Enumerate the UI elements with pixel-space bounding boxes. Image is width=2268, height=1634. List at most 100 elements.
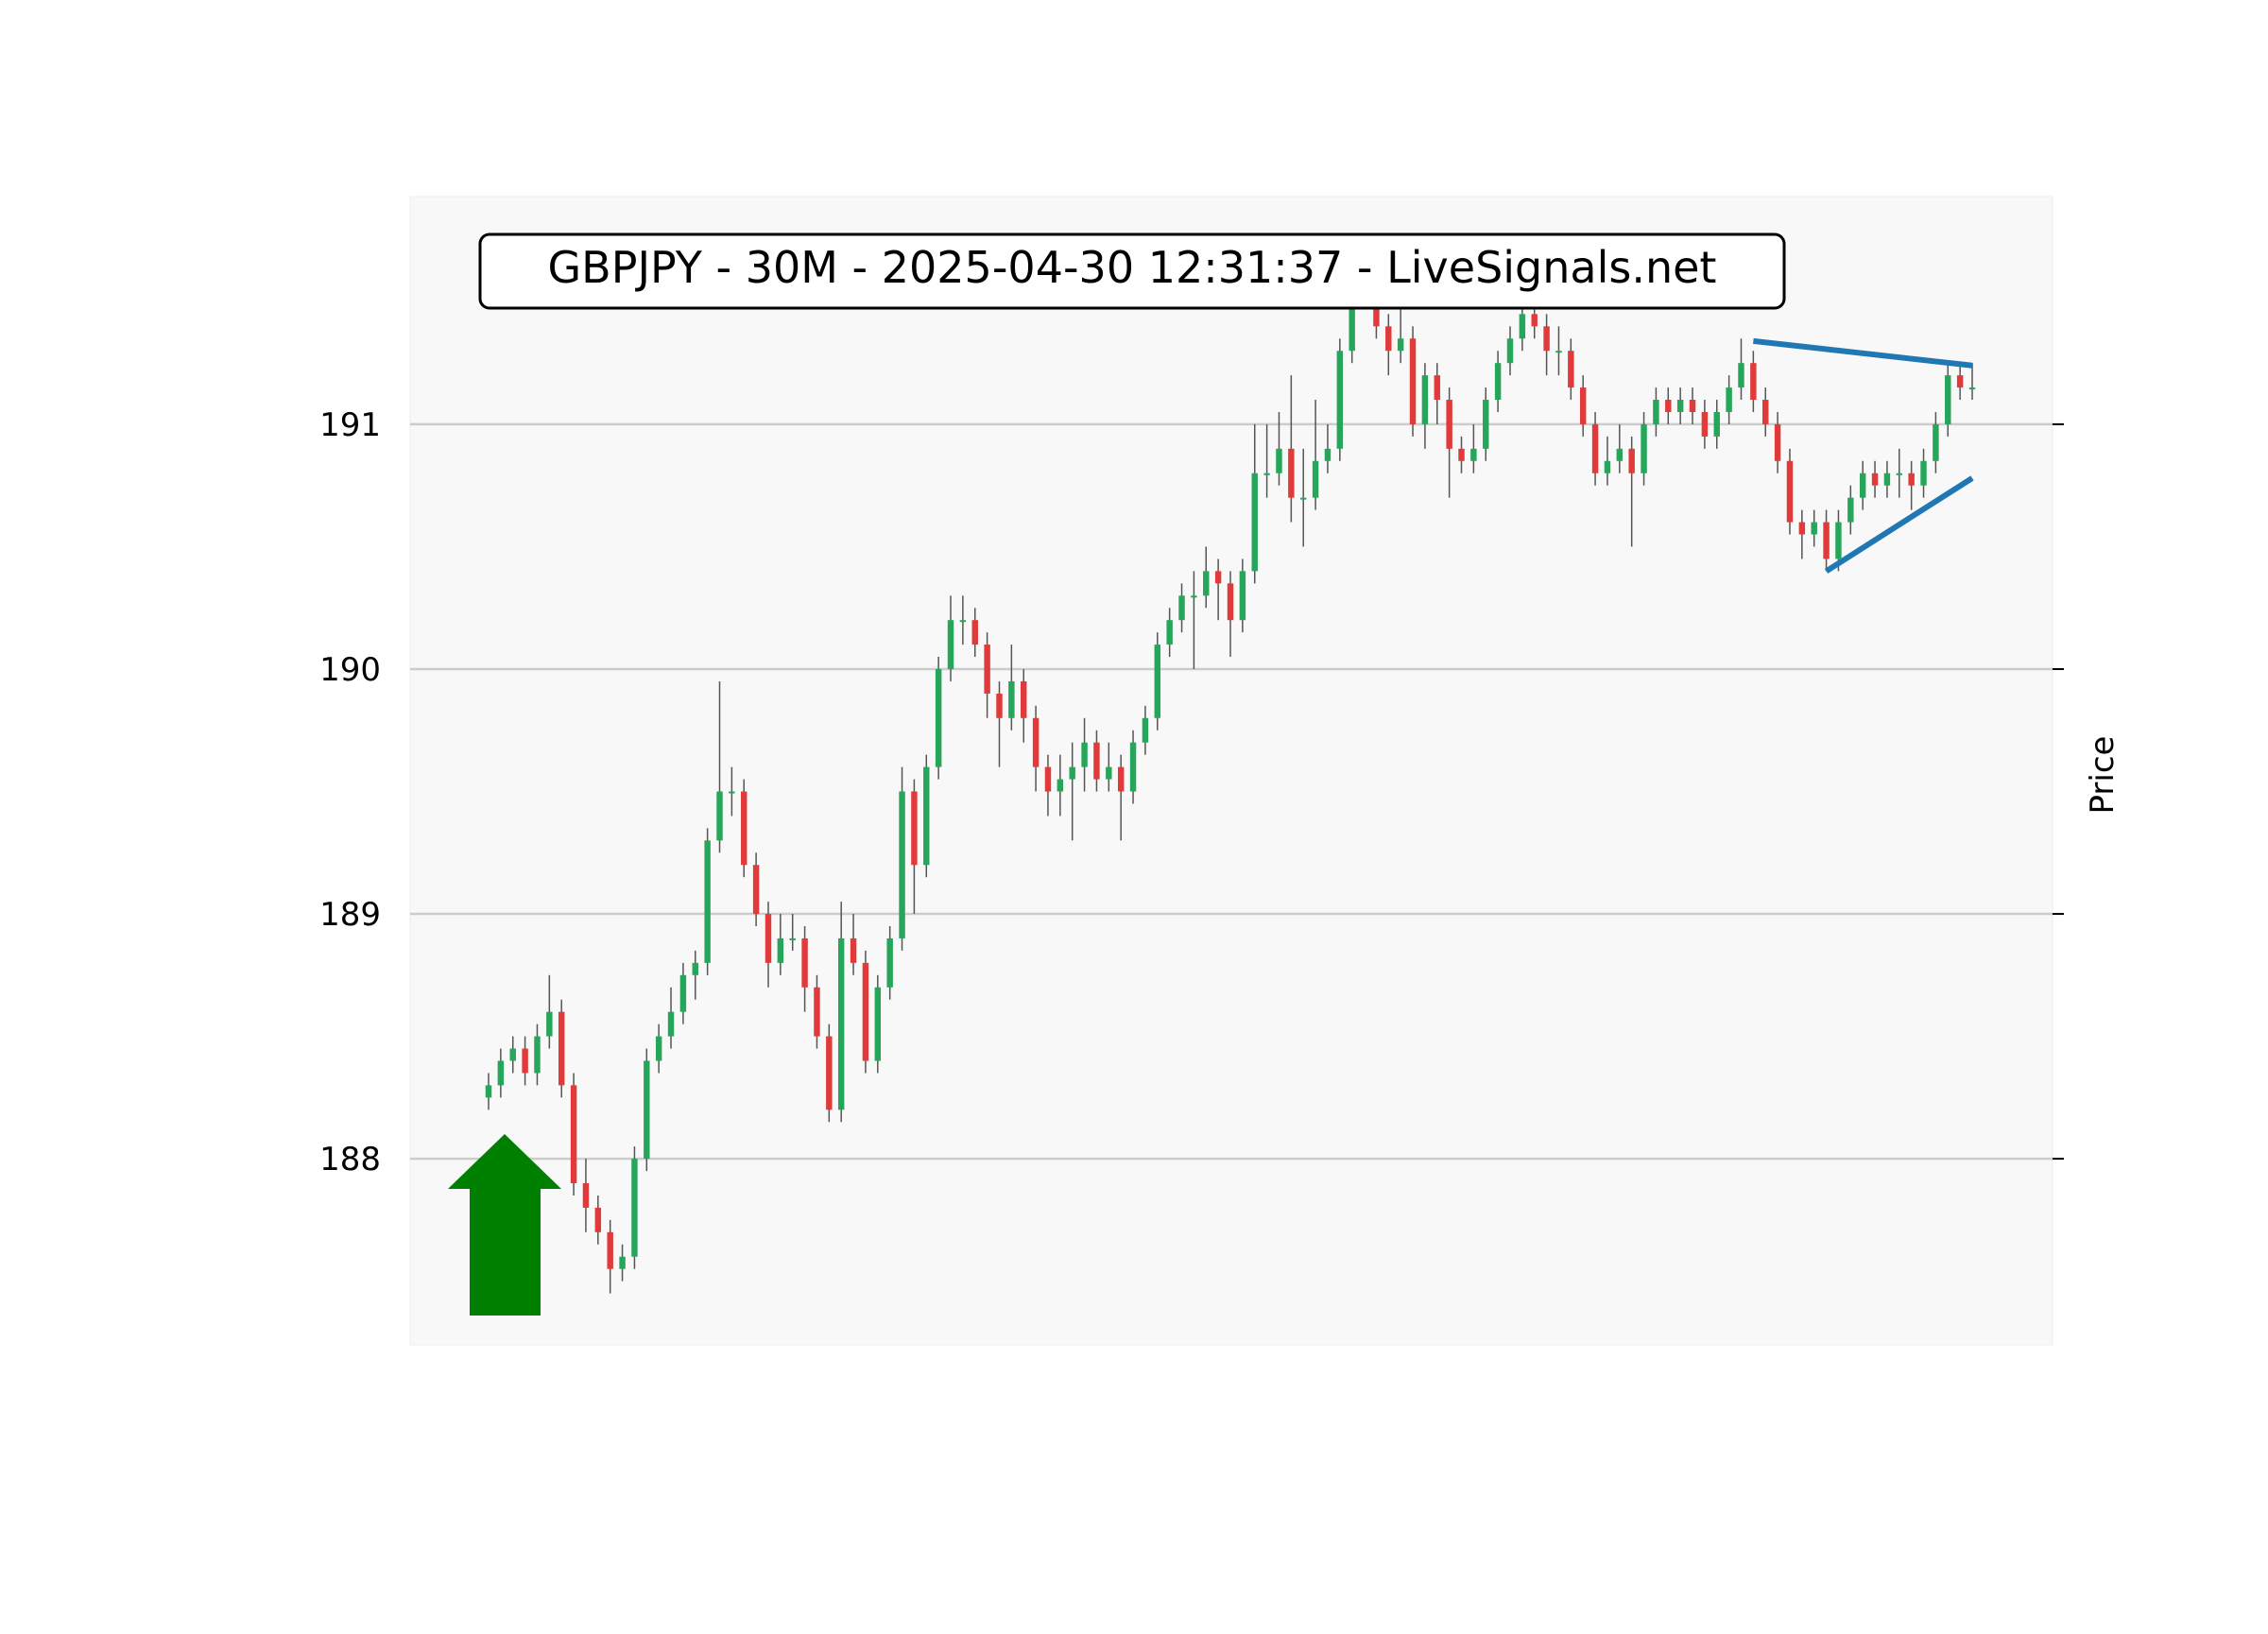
candle-body [1628, 448, 1635, 473]
candle-body [1519, 314, 1526, 339]
candle-body [1044, 766, 1052, 792]
candle-body [1933, 423, 1939, 461]
candle-body [1786, 460, 1794, 523]
candle-body [1421, 375, 1429, 424]
candle-body [1956, 375, 1964, 388]
candle-body [1336, 351, 1344, 449]
candle-body [1591, 423, 1599, 473]
candle-body [1142, 717, 1149, 743]
candle-body [692, 962, 698, 975]
candle-body [1117, 766, 1125, 792]
candle-body [1178, 595, 1185, 621]
candle-body [1349, 289, 1355, 352]
candle-body [1871, 473, 1879, 486]
candle-body [1701, 411, 1709, 437]
grid: 188 189 190 191 [319, 406, 2064, 1178]
candle-body [1689, 400, 1696, 412]
candle-body [522, 1048, 528, 1074]
candle-body [716, 791, 723, 841]
candle-body [899, 791, 905, 938]
candle-body [741, 791, 747, 866]
candle-body [886, 937, 893, 988]
candle-body [1835, 522, 1842, 559]
candle-body [984, 645, 990, 694]
y-tick-label: 191 [319, 406, 381, 444]
candle-body [1299, 497, 1307, 500]
candle-body [607, 1231, 613, 1269]
candle-body [1847, 497, 1854, 523]
candle-body [911, 791, 918, 866]
candle-body [1470, 448, 1477, 461]
candle-body [1166, 620, 1173, 645]
candle-body [814, 987, 820, 1037]
candle-body [1129, 742, 1137, 792]
candle-body [594, 1207, 602, 1232]
candle-body [1483, 400, 1489, 449]
candle-body [631, 1159, 638, 1257]
candle-body [1568, 351, 1574, 388]
candle-body [619, 1256, 626, 1269]
candle-body [1069, 766, 1075, 780]
candle-body [874, 987, 882, 1061]
candle-body [1531, 314, 1538, 327]
candle-body [570, 1085, 577, 1184]
candle-body [1726, 387, 1732, 412]
trend-line [1824, 475, 1974, 574]
candle-body [497, 1060, 505, 1086]
candle-body [1214, 571, 1222, 584]
candle-body [1324, 448, 1332, 461]
candle-body [1968, 387, 1976, 390]
candle-body [1798, 522, 1806, 535]
candle-body [1762, 400, 1769, 424]
candle-body [582, 1183, 590, 1208]
candle-body [1385, 326, 1392, 352]
chart-title: GBPJPY - 30M - 2025-04-30 12:31:37 - Liv… [548, 242, 1717, 293]
candle-body [1908, 473, 1915, 486]
candle-body [1154, 645, 1161, 718]
candle-body [1106, 766, 1112, 780]
candle-body [1750, 363, 1757, 401]
candle-body [558, 1011, 565, 1086]
y-tick-label: 188 [319, 1141, 381, 1178]
candle-body [1227, 583, 1234, 621]
candle-body [1665, 400, 1672, 412]
candle-body [485, 1085, 492, 1098]
candle-body [996, 693, 1003, 718]
candle-body [1945, 375, 1951, 424]
candle-body [1811, 522, 1817, 535]
candle-body [1203, 571, 1210, 596]
candle-body [826, 1036, 833, 1110]
candle-body [655, 1036, 662, 1061]
candle-body [1920, 460, 1927, 486]
candle-body [729, 791, 735, 794]
candle-body [1239, 571, 1246, 621]
title-box [478, 232, 1786, 310]
y-tick-label: 190 [319, 651, 381, 689]
candle-body [1263, 473, 1270, 475]
candle-body [1823, 522, 1830, 559]
candle-body [1021, 680, 1027, 718]
candle-body [1774, 423, 1781, 461]
candle-body [1555, 351, 1562, 353]
candle-body [862, 962, 869, 1061]
candle-body [704, 840, 711, 963]
candle-body [1032, 717, 1040, 767]
candle-body [1653, 400, 1659, 424]
candle-body [752, 865, 760, 915]
candle-body [534, 1036, 541, 1074]
candle-body [1579, 387, 1587, 424]
candle-body [1446, 400, 1452, 449]
candle-body [1251, 473, 1258, 572]
candle-body [801, 937, 808, 988]
candle-body [923, 766, 930, 866]
candle-body [1081, 742, 1088, 767]
candle-body [1859, 473, 1866, 498]
candle-body [644, 1060, 650, 1160]
candle-body [1494, 363, 1502, 401]
candle-body [679, 974, 687, 1012]
candle-body [947, 620, 954, 669]
candle-body [959, 620, 967, 623]
candle-body [1641, 423, 1647, 473]
candle-body [1604, 460, 1611, 473]
candle-body [1057, 779, 1064, 792]
